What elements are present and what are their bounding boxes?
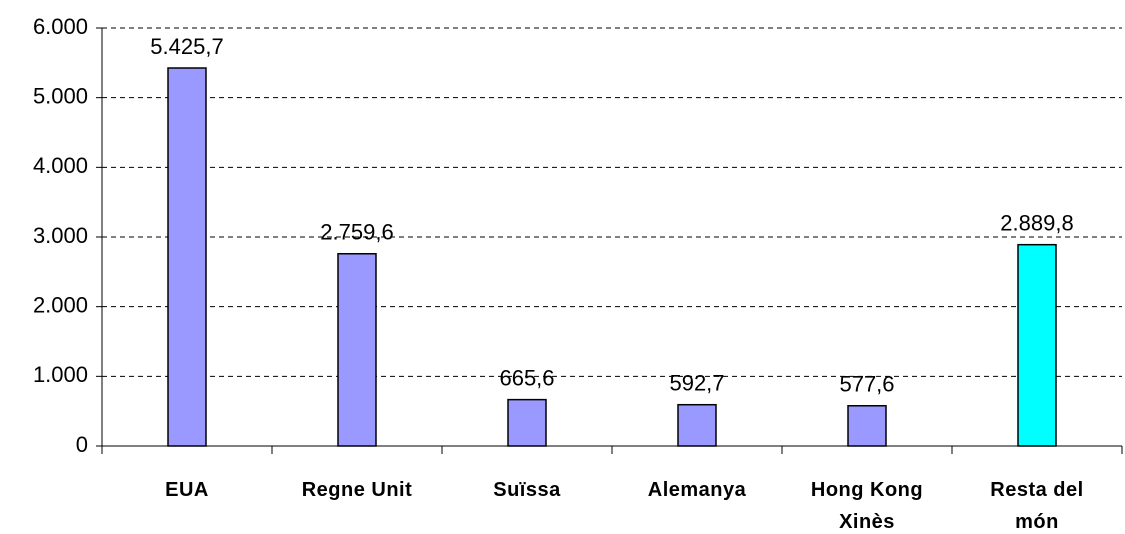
bar <box>167 67 207 447</box>
x-tick-label: Alemanya <box>647 479 747 501</box>
y-tick-label: 6.000 <box>33 14 88 39</box>
x-tick-label: Hong Kong Xinès <box>810 479 924 533</box>
y-tick-label: 3.000 <box>33 223 88 248</box>
x-tick-label: Resta del món <box>990 479 1084 533</box>
y-tick-label: 5.000 <box>33 83 88 108</box>
y-tick-label: 2.000 <box>33 292 88 317</box>
bar <box>1017 243 1057 447</box>
bar <box>507 398 547 447</box>
bar <box>677 403 717 447</box>
value-label: 2.889,8 <box>1000 210 1073 235</box>
x-tick-label: Suïssa <box>493 479 561 501</box>
value-label: 665,6 <box>499 365 554 390</box>
value-label: 577,6 <box>839 372 894 397</box>
value-label: 592,7 <box>669 371 724 396</box>
y-tick-label: 4.000 <box>33 153 88 178</box>
x-tick-label: EUA <box>165 479 209 501</box>
bar <box>337 252 377 447</box>
y-tick-label: 1.000 <box>33 362 88 387</box>
value-label: 5.425,7 <box>150 34 223 59</box>
bar <box>847 405 887 447</box>
x-tick-label: Regne Unit <box>301 479 413 501</box>
y-tick-label: 0 <box>76 432 88 457</box>
value-label: 2.759,6 <box>320 220 393 245</box>
